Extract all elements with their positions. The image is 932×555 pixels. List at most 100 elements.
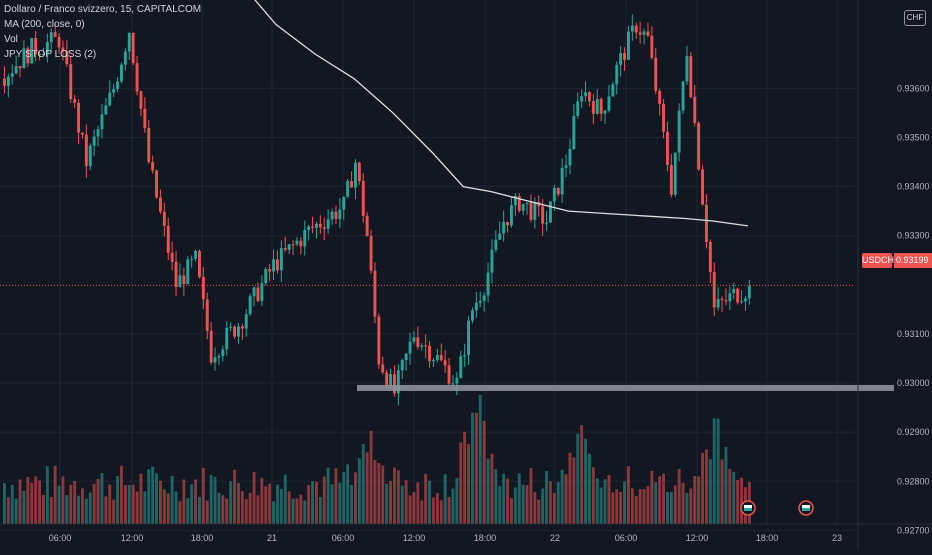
candle-body: [728, 293, 732, 302]
candle-body: [525, 202, 529, 204]
candle-body: [116, 81, 119, 90]
volume-bar: [693, 475, 697, 524]
volume-bar: [490, 453, 494, 524]
candle-body: [357, 162, 361, 181]
candle-body: [506, 221, 509, 226]
candle-body: [471, 310, 474, 321]
volume-bar: [248, 492, 252, 524]
candle-body: [611, 84, 615, 97]
x-tick-label: 12:00: [121, 533, 144, 543]
candle-body: [30, 38, 34, 64]
candle-body: [315, 223, 318, 228]
volume-bar: [506, 478, 509, 524]
volume-bar: [669, 491, 673, 524]
volume-bar: [736, 480, 740, 524]
candle-body: [588, 92, 591, 102]
x-tick-label: 21: [267, 533, 277, 543]
candle-body: [170, 252, 174, 262]
volume-bar: [385, 483, 389, 524]
candle-body: [677, 110, 681, 153]
candle-body: [326, 219, 330, 229]
candle-body: [354, 162, 357, 188]
candle-body: [568, 148, 572, 166]
volume-bar: [654, 482, 658, 524]
volume-bar: [186, 498, 190, 524]
candle-body: [135, 63, 139, 92]
currency-label[interactable]: CHF: [904, 10, 926, 26]
candle-body: [685, 56, 689, 82]
candle-body: [252, 287, 256, 297]
candle-body: [123, 51, 127, 65]
volume-bar: [26, 476, 30, 524]
volume-bar: [155, 473, 158, 524]
volume-bar: [311, 481, 314, 524]
support-zone: [357, 384, 894, 391]
candle-body: [147, 128, 151, 163]
x-tick-label: 23: [832, 533, 842, 543]
y-tick-label: 0.92800: [897, 476, 930, 486]
volume-bar: [740, 477, 743, 524]
candle-body: [342, 196, 346, 210]
candle-body: [502, 221, 506, 234]
volume-bar: [451, 488, 455, 524]
volume-bar: [61, 476, 65, 524]
volume-bar: [533, 492, 537, 524]
candle-body: [646, 31, 650, 36]
volume-bar: [607, 474, 611, 524]
volume-bar: [147, 469, 151, 524]
candle-body: [595, 99, 599, 114]
volume-bar: [510, 498, 513, 524]
volume-bar: [420, 500, 424, 524]
candle-body: [139, 91, 143, 109]
volume-bar: [521, 484, 525, 524]
volume-bar: [34, 476, 38, 524]
candle-body: [108, 92, 112, 106]
moving-average-line: [254, 0, 748, 227]
y-tick-label: 0.93100: [897, 329, 930, 339]
candle-body: [517, 196, 521, 211]
y-tick-label: 0.93500: [897, 133, 930, 143]
candle-body: [428, 345, 431, 362]
candle-body: [318, 223, 322, 228]
candle-body: [198, 251, 201, 277]
volume-bar: [326, 467, 330, 524]
volume-bar: [646, 486, 650, 524]
candle-body: [237, 326, 240, 337]
volume-bar: [287, 491, 291, 524]
candle-body: [104, 105, 108, 115]
volume-bar: [474, 412, 478, 524]
volume-bar: [108, 484, 112, 524]
candle-body: [533, 201, 537, 220]
volume-bar: [201, 467, 205, 524]
chart-title[interactable]: Dollaro / Franco svizzero, 15, CAPITALCO…: [4, 4, 202, 15]
x-tick-label: 22: [550, 533, 560, 543]
y-tick-label: 0.92900: [897, 427, 930, 437]
candle-body: [221, 349, 225, 357]
candle-body: [494, 239, 498, 250]
candle-body: [381, 364, 385, 373]
candle-body: [3, 78, 6, 86]
volume-bar: [541, 488, 545, 524]
volume-bar: [252, 471, 256, 524]
volume-bar: [112, 499, 116, 524]
ma-indicator-label[interactable]: MA (200, close, 0): [4, 19, 85, 30]
volume-bar: [619, 491, 623, 524]
candle-body: [334, 211, 338, 219]
volume-indicator-label[interactable]: Vol: [4, 34, 18, 45]
x-tick-label: 06:00: [332, 533, 355, 543]
candle-body: [697, 122, 701, 170]
candle-body: [194, 251, 197, 259]
candle-body: [736, 288, 740, 303]
volume-bar: [513, 487, 517, 524]
y-tick-label: 0.93400: [897, 182, 930, 192]
volume-bar: [728, 468, 732, 524]
volume-bar: [494, 469, 498, 524]
candle-body: [182, 275, 186, 284]
candle-body: [350, 181, 353, 188]
stoploss-indicator-label[interactable]: JPY STOP LOSS (2): [4, 49, 97, 60]
volume-bar: [174, 491, 178, 524]
candle-body: [233, 326, 236, 337]
candle-body: [42, 53, 45, 55]
